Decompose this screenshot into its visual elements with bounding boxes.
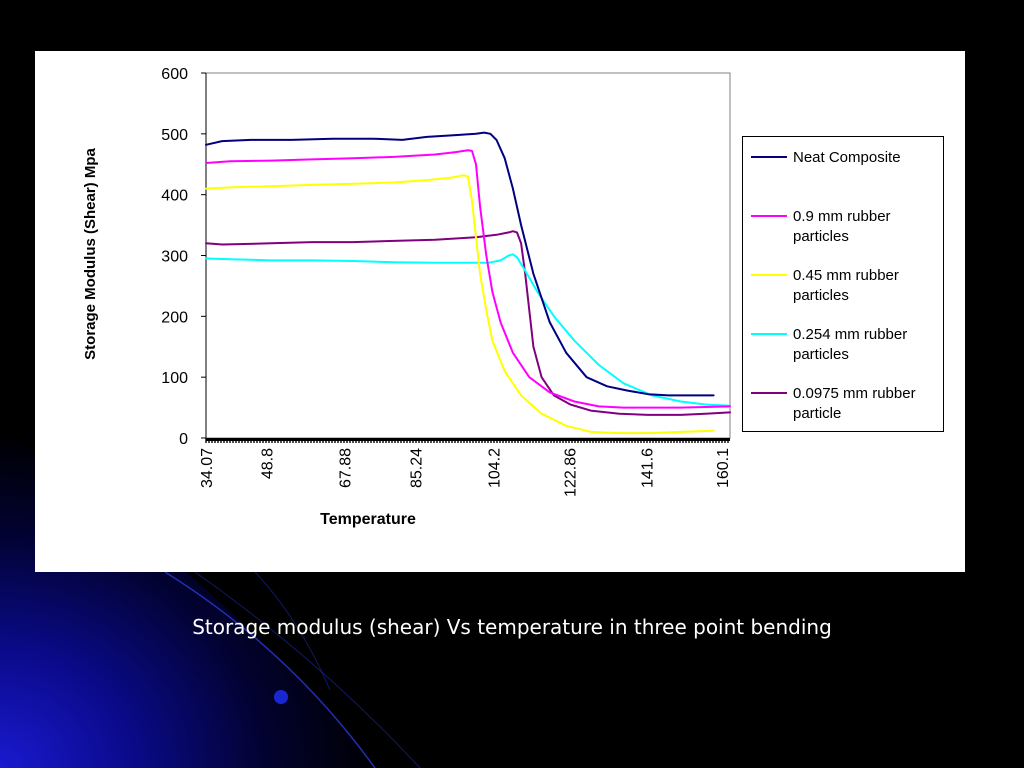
legend-label: Neat Composite: [793, 149, 901, 166]
y-axis-label: Storage Modulus (Shear) Mpa: [82, 148, 99, 360]
x-tick-label: 141.6: [639, 448, 656, 488]
legend-label: 0.45 mm rubber particles: [793, 267, 899, 304]
slide-caption: Storage modulus (shear) Vs temperature i…: [192, 615, 832, 639]
chart-plot: 0 100 200 300 400 500 600 34.07 48.8 67.88 85.24 10…: [82, 66, 732, 528]
x-tick-label: 67.88: [337, 448, 354, 488]
series-line: [205, 230, 731, 416]
legend-swatch: [751, 274, 787, 276]
chart-panel: 0 100 200 300 400 500 600 34.07 48.8 67.88 85.24 10…: [35, 51, 965, 572]
x-tick-label: 160.1: [715, 448, 732, 488]
series-line: [205, 131, 715, 397]
legend-label: 0.0975 mm rubber particle: [793, 385, 916, 422]
plot-frame: [205, 72, 731, 439]
legend-swatch: [751, 156, 787, 158]
y-tick-label: 100: [161, 370, 188, 387]
y-tick-label: 600: [161, 66, 188, 83]
x-tick-label: 85.24: [409, 448, 426, 488]
x-axis-line: [206, 438, 730, 441]
accent-dot: [274, 690, 288, 704]
chart-series: [205, 131, 731, 435]
y-tick-label: 200: [161, 309, 188, 326]
chart-legend: Neat Composite 0.9 mm rubber particles 0…: [742, 136, 944, 432]
x-tick-label: 34.07: [199, 448, 216, 488]
chart-axes: 0 100 200 300 400 500 600 34.07 48.8 67.88 85.24 10…: [161, 66, 732, 497]
legend-swatch: [751, 333, 787, 335]
x-tick-label: 48.8: [259, 448, 276, 479]
x-tick-label: 122.86: [563, 448, 580, 497]
legend-swatch: [751, 392, 787, 394]
series-line: [205, 253, 731, 407]
legend-label: 0.9 mm rubber particles: [793, 208, 891, 245]
legend-label: 0.254 mm rubber particles: [793, 326, 908, 363]
series-line: [205, 174, 715, 435]
legend-swatch: [751, 215, 787, 217]
y-tick-label: 500: [161, 127, 188, 144]
x-axis-label: Temperature: [320, 511, 416, 528]
series-line: [205, 149, 731, 409]
x-tick-label: 104.2: [486, 448, 503, 488]
y-tick-label: 300: [161, 249, 188, 266]
y-tick-label: 0: [179, 431, 188, 448]
y-tick-label: 400: [161, 188, 188, 205]
